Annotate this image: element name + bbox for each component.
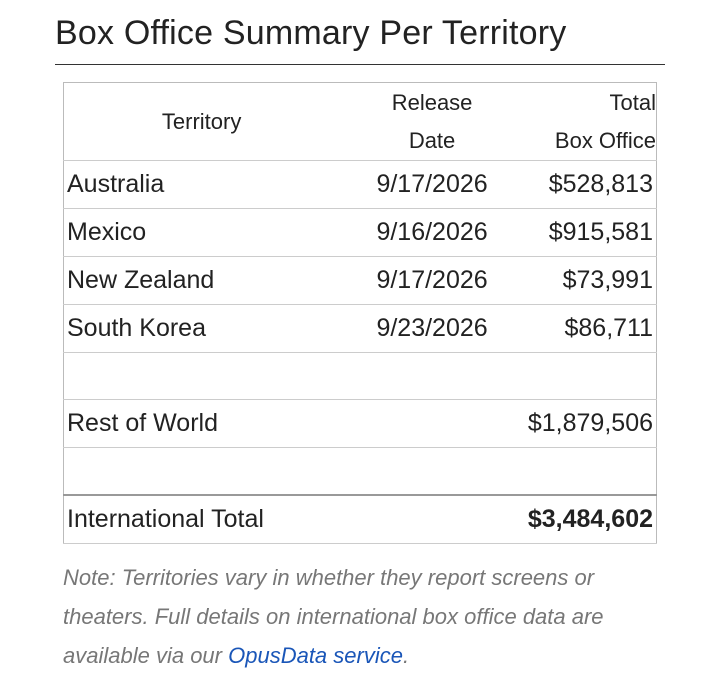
title-rule (55, 64, 665, 65)
column-header: Release Date (339, 82, 525, 161)
column-header-line: Date (408, 127, 456, 153)
column-header-line: Territory (161, 108, 242, 134)
table-cell: South Korea (63, 304, 340, 353)
table-row: Mexico 9/16/2026 $915,581 (63, 208, 657, 257)
summary-table: Territory Release Date Total Box Office Aust… (63, 82, 657, 544)
total-label: International Total (63, 494, 340, 544)
note-end: . (402, 643, 410, 668)
rest-row: Rest of World $1,879,506 (63, 399, 657, 448)
note-text: Note: Territories vary in whether they r… (63, 565, 604, 668)
note: Note: Territories vary in whether they r… (63, 558, 663, 675)
table-cell: $73,991 (524, 256, 657, 305)
table-cell: 9/17/2026 (339, 256, 525, 305)
column-header-line: Box Office (554, 127, 656, 153)
column-header: Territory (63, 82, 340, 161)
spacer-row (63, 352, 657, 400)
table-row: Australia 9/17/2026 $528,813 (63, 160, 657, 209)
table-row: South Korea 9/23/2026 $86,711 (63, 304, 657, 353)
total-row: International Total $3,484,602 (63, 494, 657, 544)
table-cell: $528,813 (524, 160, 657, 209)
spacer-cell (63, 352, 657, 400)
table-body: Australia 9/17/2026 $528,813 Mexico 9/16/202… (63, 160, 657, 544)
table-cell: New Zealand (63, 256, 340, 305)
header-row: Territory Release Date Total Box Office (63, 82, 657, 161)
spacer-row (63, 447, 657, 496)
table-cell: Mexico (63, 208, 340, 257)
table-cell: Australia (63, 160, 340, 209)
spacer-cell (63, 447, 657, 496)
table-cell: 9/17/2026 (339, 160, 525, 209)
table-cell: 9/23/2026 (339, 304, 525, 353)
rest-blank (339, 399, 525, 448)
column-header-line: Release (391, 89, 473, 115)
total-blank (339, 494, 525, 544)
table-cell: $915,581 (524, 208, 657, 257)
rest-label: Rest of World (63, 399, 340, 448)
section-title: Box Office Summary Per Territory (55, 14, 567, 52)
note-link[interactable]: OpusData service (228, 643, 403, 668)
column-header-line: Total (609, 89, 656, 115)
table-cell: 9/16/2026 (339, 208, 525, 257)
total-value: $3,484,602 (524, 494, 657, 544)
table-row: New Zealand 9/17/2026 $73,991 (63, 256, 657, 305)
column-header: Total Box Office (524, 82, 657, 161)
table-cell: $86,711 (524, 304, 657, 353)
rest-value: $1,879,506 (524, 399, 657, 448)
